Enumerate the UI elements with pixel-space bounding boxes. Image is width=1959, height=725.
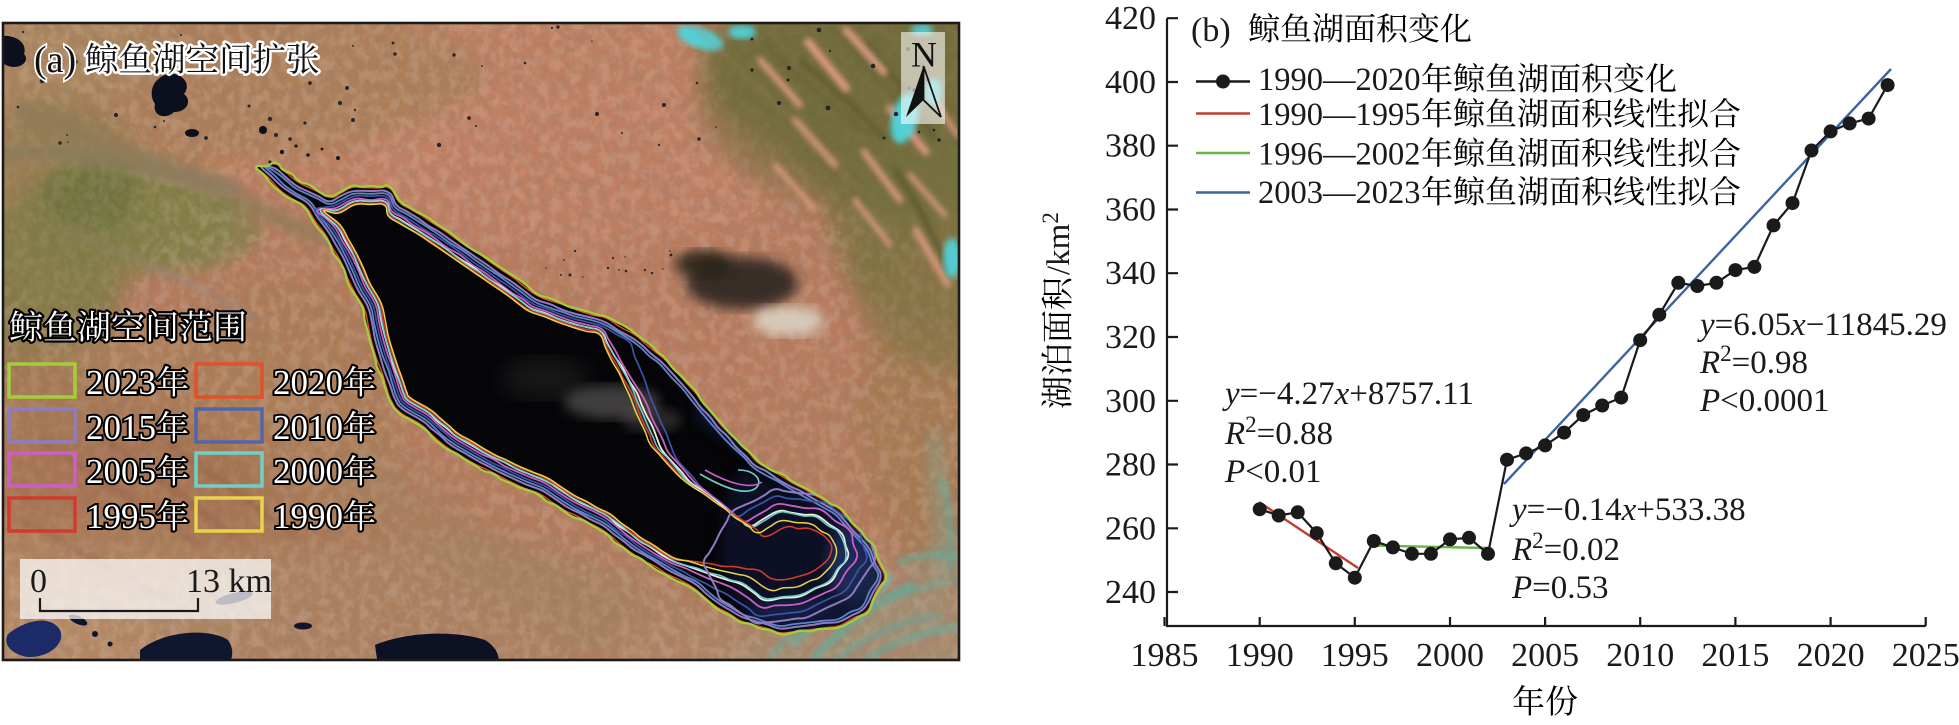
svg-text:P<0.01: P<0.01 (1224, 454, 1322, 490)
svg-text:2025: 2025 (1892, 637, 1959, 674)
svg-text:380: 380 (1105, 128, 1156, 165)
svg-text:2015: 2015 (86, 408, 156, 447)
svg-text:2000: 2000 (273, 452, 343, 491)
svg-text:320: 320 (1105, 319, 1156, 356)
svg-text:2020: 2020 (1797, 637, 1865, 674)
svg-text:400: 400 (1105, 64, 1156, 101)
svg-text:y=−0.14x+533.38: y=−0.14x+533.38 (1509, 492, 1746, 528)
svg-text:R2=0.88: R2=0.88 (1224, 412, 1333, 452)
svg-text:(a): (a) (34, 39, 76, 81)
svg-text:2005: 2005 (86, 452, 156, 491)
svg-text:340: 340 (1105, 255, 1156, 292)
svg-text:260: 260 (1105, 510, 1156, 547)
svg-text:2010: 2010 (273, 408, 343, 447)
svg-text:1990—2020: 1990—2020 (1258, 62, 1421, 98)
svg-text:R2=0.98: R2=0.98 (1699, 341, 1808, 381)
svg-text:2023: 2023 (86, 363, 156, 402)
svg-text:1990: 1990 (273, 497, 343, 536)
svg-text:1990: 1990 (1226, 637, 1294, 674)
svg-text:2005: 2005 (1511, 637, 1579, 674)
svg-text:y=6.05x−11845.29: y=6.05x−11845.29 (1697, 307, 1947, 343)
svg-text:240: 240 (1105, 574, 1156, 611)
svg-text:2020: 2020 (273, 363, 343, 402)
svg-text:1995: 1995 (86, 497, 156, 536)
svg-text:(b): (b) (1191, 12, 1231, 49)
svg-text:P<0.0001: P<0.0001 (1699, 383, 1830, 419)
svg-text:2000: 2000 (1416, 637, 1484, 674)
svg-text:P=0.53: P=0.53 (1511, 570, 1609, 606)
svg-text:360: 360 (1105, 192, 1156, 229)
svg-text:y=−4.27x+8757.11: y=−4.27x+8757.11 (1222, 376, 1474, 412)
svg-text:2015: 2015 (1701, 637, 1769, 674)
svg-text:1985: 1985 (1131, 637, 1199, 674)
svg-text:420: 420 (1105, 0, 1156, 37)
svg-text:2010: 2010 (1606, 637, 1674, 674)
svg-text:13 km: 13 km (186, 563, 272, 600)
svg-text:R2=0.02: R2=0.02 (1511, 528, 1620, 568)
svg-text:1995: 1995 (1321, 637, 1389, 674)
svg-text:2003—2023: 2003—2023 (1258, 175, 1421, 211)
svg-text:300: 300 (1105, 383, 1156, 420)
svg-text:1996—2002: 1996—2002 (1258, 137, 1421, 173)
svg-text:0: 0 (30, 563, 47, 600)
svg-text:1990—1995: 1990—1995 (1258, 97, 1421, 133)
svg-text:280: 280 (1105, 447, 1156, 484)
